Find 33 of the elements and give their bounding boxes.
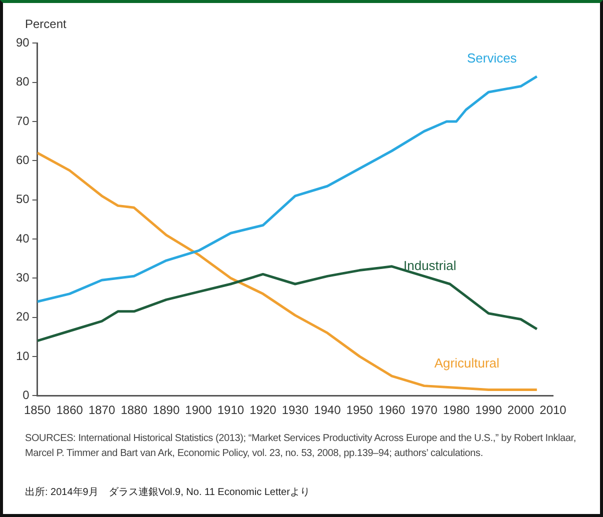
x-tick-label: 1850 [24, 403, 52, 418]
y-tick-label: 50 [16, 192, 30, 206]
x-tick-label: 1900 [185, 403, 212, 418]
y-tick-label: 20 [16, 310, 30, 324]
x-tick-label: 1930 [282, 403, 309, 418]
x-tick-label: 1910 [217, 403, 244, 418]
x-tick-label: 2000 [507, 403, 534, 418]
y-tick-label: 70 [16, 114, 30, 128]
series-label: Services [466, 50, 518, 66]
x-tick-label: 1970 [410, 403, 438, 418]
y-tick-label: 60 [16, 152, 30, 167]
x-tick-label: 1860 [56, 403, 84, 418]
x-tick-label: 2010 [540, 403, 567, 418]
y-axis-title: Percent [25, 17, 66, 31]
y-tick-label: 90 [16, 36, 30, 50]
y-tick-label: 80 [16, 74, 30, 89]
y-tick-label: 10 [16, 348, 30, 363]
x-tick-label: 1880 [120, 403, 148, 418]
series-label: Industrial [403, 258, 456, 274]
x-tick-label: 1960 [378, 403, 406, 418]
x-tick-label: 1940 [314, 403, 342, 418]
y-tick-label: 40 [16, 231, 30, 246]
x-tick-label: 1990 [475, 403, 502, 418]
source-note: SOURCES: International Historical Statistics (2013); “Market Services Productivity Across Europe and the U.S.,” by Robert Inklaar, Marcel P. Timmer and Bart van Ark, Economic Policy, vol. 23, no. 53, 2008, pp.139–94; authors’ calculations. [25, 432, 577, 461]
series-label: Agricultural [434, 356, 500, 371]
y-tick-label: 30 [16, 270, 30, 284]
x-tick-label: 1920 [250, 403, 277, 418]
x-tick-label: 1980 [442, 403, 470, 418]
x-tick-label: 1890 [152, 403, 180, 418]
y-tick-label: 0 [22, 388, 30, 402]
x-tick-label: 1950 [346, 403, 374, 418]
text: 出所: 2014年9月 ダラス連銀Vol.9, No. 11 Economic Letterより [25, 486, 310, 499]
x-tick-label: 1870 [88, 403, 116, 418]
